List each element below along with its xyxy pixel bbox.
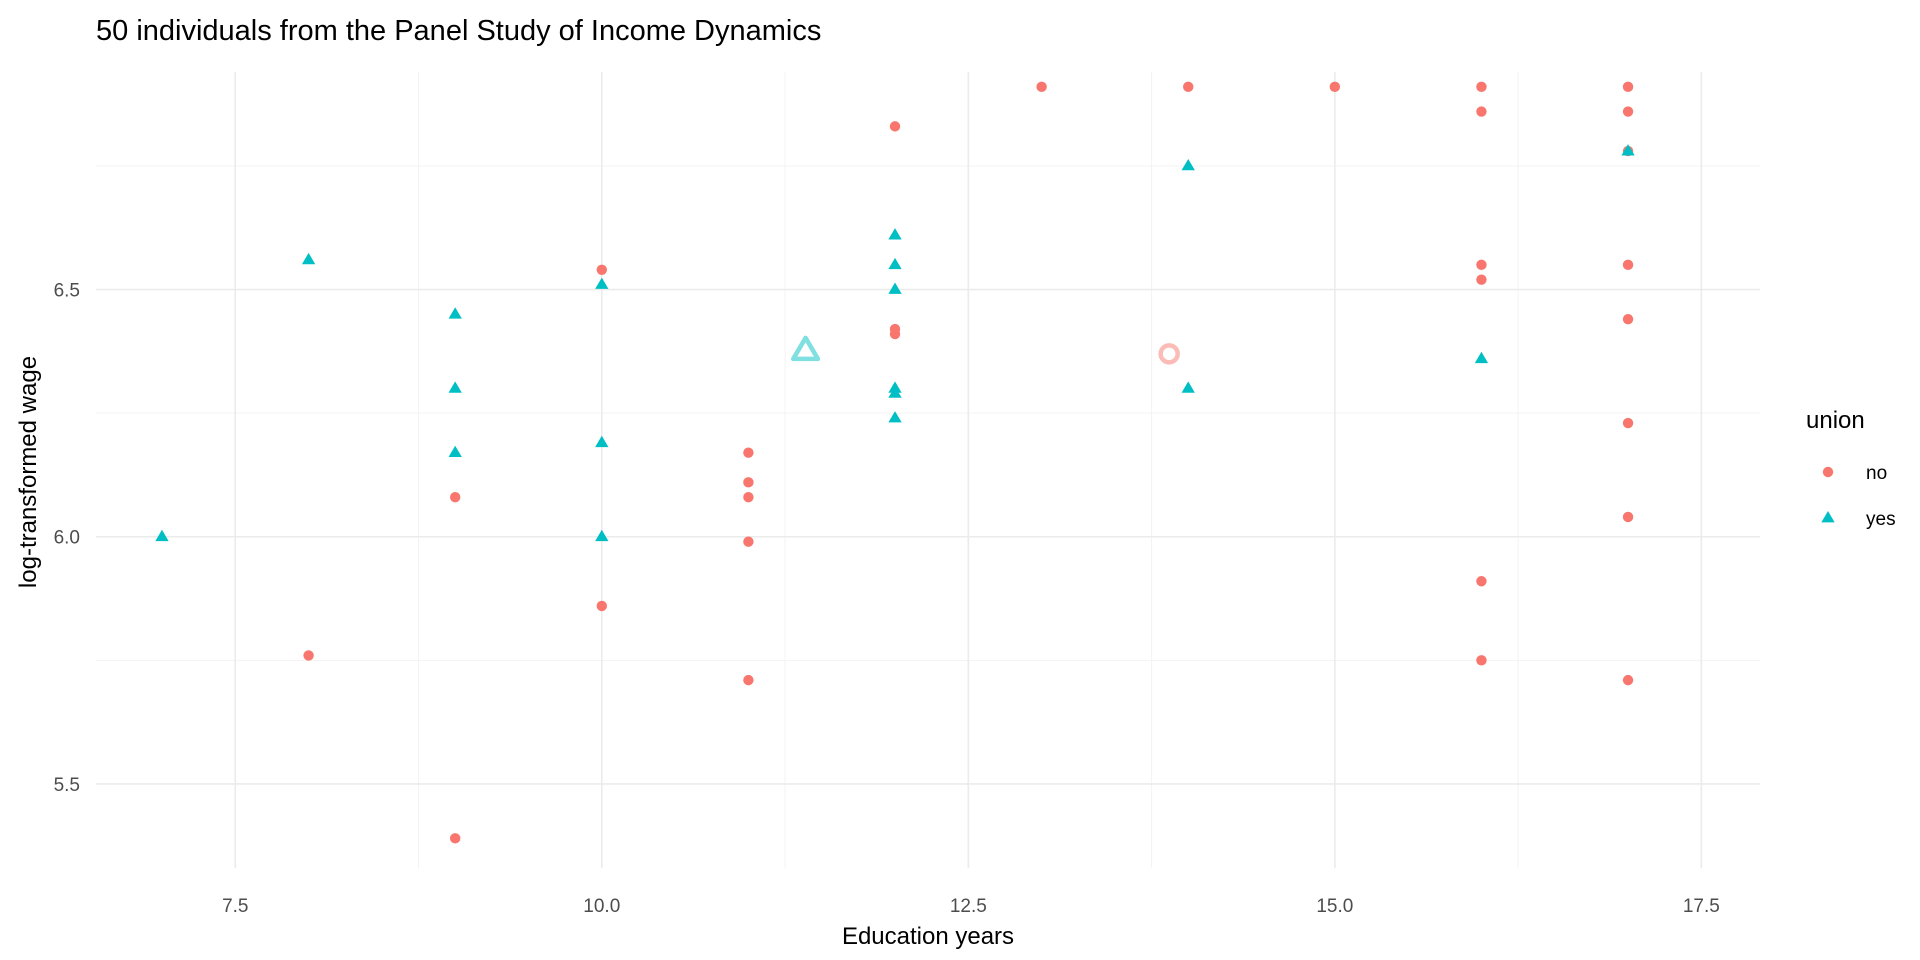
y-axis-title: log-transformed wage — [15, 356, 42, 588]
point-union-no — [1183, 81, 1194, 93]
point-union-yes — [888, 411, 902, 423]
point-union-no — [743, 477, 754, 488]
x-axis-ticks: 7.5 10.0 12.5 15.0 17.5 — [222, 896, 1720, 917]
legend-title: union — [1806, 407, 1865, 434]
point-union-yes — [595, 529, 609, 542]
point-union-no — [449, 833, 461, 844]
point-union-no — [1622, 106, 1634, 117]
y-tick-label: 6.0 — [54, 528, 80, 549]
point-union-yes — [1621, 144, 1635, 156]
point-union-no — [1476, 655, 1487, 666]
x-tick-label: 10.0 — [583, 896, 620, 917]
point-union-no — [743, 536, 754, 547]
point-union-yes — [888, 257, 902, 270]
y-tick-label: 5.5 — [54, 775, 80, 796]
point-union-no — [1329, 81, 1341, 93]
point-union-yes — [1181, 381, 1195, 393]
legend-entry-yes: yes — [1821, 509, 1896, 530]
y-axis-ticks: 5.5 6.0 6.5 — [54, 281, 80, 796]
point-union-no — [596, 600, 607, 612]
point-union-no — [449, 491, 461, 503]
x-tick-label: 15.0 — [1316, 896, 1353, 917]
plot-grid — [96, 72, 1760, 868]
x-axis-title: Education years — [842, 923, 1014, 950]
point-union-no — [1622, 417, 1634, 429]
point-union-no — [889, 121, 901, 132]
y-tick-label: 6.5 — [54, 281, 80, 302]
point-union-yes — [155, 529, 169, 542]
point-union-no — [1622, 511, 1634, 523]
point-union-yes — [888, 386, 902, 398]
point-union-no — [1476, 106, 1487, 117]
point-union-no — [1622, 259, 1634, 271]
point-union-yes — [301, 252, 316, 265]
legend-key-triangle — [1821, 511, 1835, 523]
point-union-no — [1476, 81, 1487, 93]
legend-label: no — [1866, 463, 1887, 484]
point-union-no — [1622, 674, 1634, 686]
point-union-no — [889, 328, 901, 340]
mean-markers — [790, 335, 1180, 365]
point-union-no — [1476, 274, 1487, 285]
legend: union no yes — [1806, 407, 1896, 530]
mean-marker-no — [1158, 343, 1180, 365]
chart-title: 50 individuals from the Panel Study of I… — [96, 15, 821, 47]
mean-marker-yes — [790, 335, 821, 362]
point-union-no — [303, 650, 314, 661]
point-union-yes — [1474, 351, 1489, 364]
point-union-no — [743, 674, 754, 686]
point-union-yes — [448, 445, 462, 458]
x-tick-label: 17.5 — [1683, 896, 1720, 917]
point-union-no — [743, 491, 754, 503]
point-union-no — [1476, 576, 1487, 587]
x-tick-label: 12.5 — [950, 896, 987, 917]
point-union-yes — [1181, 158, 1195, 171]
data-points — [155, 81, 1635, 844]
point-union-no — [1476, 259, 1487, 271]
point-union-no — [1622, 314, 1634, 325]
x-tick-label: 7.5 — [222, 896, 248, 917]
point-union-no — [1036, 81, 1047, 93]
point-union-yes — [448, 381, 462, 393]
legend-label: yes — [1866, 509, 1896, 530]
point-union-yes — [448, 307, 462, 319]
point-union-yes — [595, 435, 609, 448]
legend-entry-no: no — [1822, 463, 1887, 484]
legend-key-circle — [1822, 466, 1834, 478]
legend-entries: no yes — [1821, 463, 1896, 530]
point-union-yes — [888, 282, 902, 294]
point-union-no — [596, 264, 607, 275]
point-union-yes — [595, 277, 609, 289]
point-union-no — [1622, 81, 1634, 93]
point-union-yes — [888, 228, 902, 240]
point-union-no — [743, 447, 754, 458]
